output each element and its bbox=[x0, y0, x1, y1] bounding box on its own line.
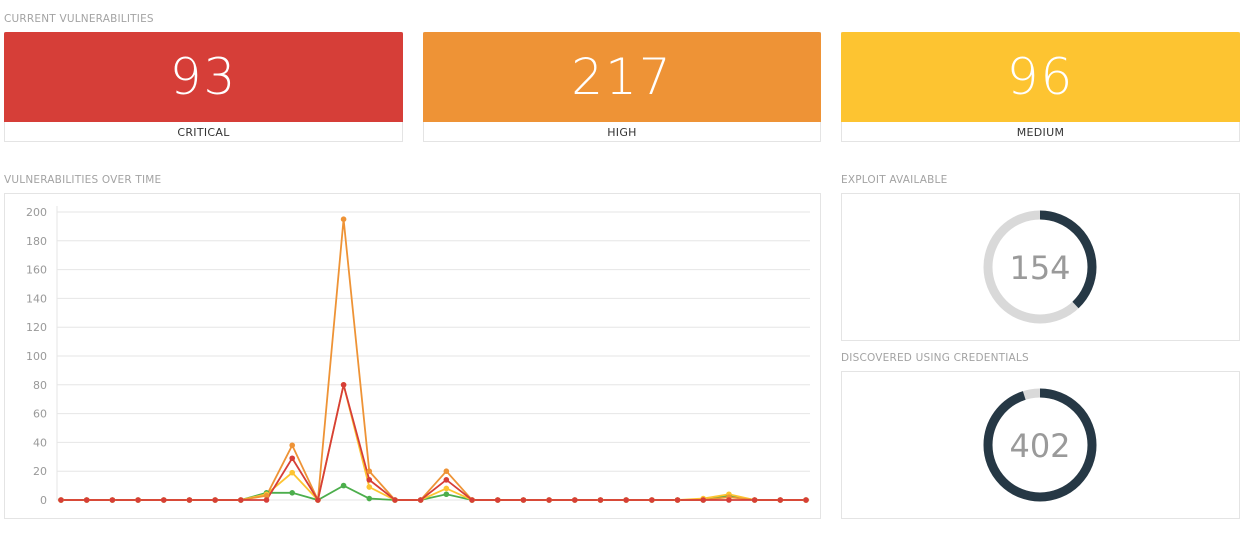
current-vulnerabilities-heading: CURRENT VULNERABILITIES bbox=[4, 13, 154, 25]
data-point[interactable] bbox=[186, 497, 193, 503]
high-count: 217 bbox=[423, 32, 821, 122]
series-line bbox=[61, 484, 806, 501]
series-line bbox=[61, 219, 806, 504]
data-point[interactable] bbox=[443, 485, 450, 492]
medium-count: 96 bbox=[841, 32, 1240, 122]
data-point[interactable] bbox=[443, 491, 450, 498]
data-point[interactable] bbox=[263, 497, 270, 503]
high-tile[interactable]: 217 HIGH bbox=[423, 32, 821, 142]
high-label: HIGH bbox=[607, 125, 637, 139]
exploit-donut-arc bbox=[983, 210, 1097, 324]
data-point[interactable] bbox=[340, 482, 347, 489]
data-point[interactable] bbox=[623, 497, 629, 503]
discovered-using-credentials-heading: DISCOVERED USING CREDENTIALS bbox=[841, 352, 1029, 364]
data-point[interactable] bbox=[443, 477, 450, 483]
data-point[interactable] bbox=[263, 492, 270, 499]
data-point[interactable] bbox=[289, 490, 296, 496]
data-point[interactable] bbox=[58, 497, 64, 503]
data-point[interactable] bbox=[135, 497, 141, 503]
data-point[interactable] bbox=[392, 497, 398, 503]
data-point[interactable] bbox=[417, 497, 424, 503]
y-tick-label: 100 bbox=[26, 350, 47, 363]
data-point[interactable] bbox=[494, 497, 501, 503]
data-point[interactable] bbox=[366, 495, 373, 502]
data-point[interactable] bbox=[238, 497, 244, 503]
data-point[interactable] bbox=[289, 442, 296, 449]
data-point[interactable] bbox=[674, 497, 681, 503]
credentials-donut-arc bbox=[983, 388, 1097, 502]
data-point[interactable] bbox=[289, 455, 296, 462]
y-tick-label: 120 bbox=[26, 321, 47, 334]
data-point[interactable] bbox=[597, 497, 604, 503]
data-point[interactable] bbox=[366, 468, 373, 475]
vulnerabilities-chart-panel: 200 180 160 140 120 100 80 60 40 20 0 bbox=[4, 193, 821, 519]
exploit-available-heading: EXPLOIT AVAILABLE bbox=[841, 174, 948, 186]
medium-label: MEDIUM bbox=[1016, 125, 1065, 139]
critical-count: 93 bbox=[4, 32, 403, 122]
vulnerabilities-over-time-heading: VULNERABILITIES OVER TIME bbox=[4, 174, 162, 186]
data-point[interactable] bbox=[571, 497, 578, 503]
medium-tile[interactable]: 96 MEDIUM bbox=[841, 32, 1240, 142]
data-point[interactable] bbox=[546, 497, 552, 503]
data-point[interactable] bbox=[109, 497, 116, 503]
data-point[interactable] bbox=[520, 497, 527, 503]
discovered-credentials-panel[interactable]: 402 bbox=[841, 371, 1240, 519]
data-point[interactable] bbox=[751, 497, 758, 503]
exploit-available-panel[interactable]: 154 bbox=[841, 193, 1240, 341]
y-tick-label: 140 bbox=[26, 292, 47, 305]
y-tick-label: 20 bbox=[33, 465, 47, 478]
critical-tile[interactable]: 93 CRITICAL bbox=[4, 32, 403, 142]
y-tick-label: 40 bbox=[33, 436, 47, 449]
data-point[interactable] bbox=[366, 484, 373, 490]
data-point[interactable] bbox=[469, 497, 475, 503]
critical-label: CRITICAL bbox=[177, 125, 230, 139]
y-tick-label: 180 bbox=[26, 235, 47, 248]
data-point[interactable] bbox=[340, 216, 347, 222]
y-tick-label: 0 bbox=[40, 494, 47, 507]
data-point[interactable] bbox=[160, 497, 167, 503]
data-point[interactable] bbox=[366, 477, 373, 483]
discovered-credentials-count: 402 bbox=[1009, 427, 1070, 465]
data-point[interactable] bbox=[289, 469, 296, 476]
data-point[interactable] bbox=[649, 497, 655, 503]
y-tick-label: 200 bbox=[26, 206, 47, 219]
data-point[interactable] bbox=[803, 497, 809, 503]
data-point[interactable] bbox=[340, 382, 347, 388]
exploit-available-count: 154 bbox=[1009, 249, 1070, 287]
data-point[interactable] bbox=[700, 497, 707, 503]
series-line bbox=[61, 384, 806, 503]
data-point[interactable] bbox=[777, 497, 784, 503]
y-tick-label: 160 bbox=[26, 264, 47, 277]
data-point[interactable] bbox=[315, 497, 321, 503]
data-point[interactable] bbox=[726, 497, 732, 503]
y-tick-label: 80 bbox=[33, 379, 47, 392]
data-point[interactable] bbox=[212, 497, 218, 503]
data-point[interactable] bbox=[443, 468, 450, 475]
y-tick-label: 60 bbox=[33, 408, 47, 421]
data-point[interactable] bbox=[83, 497, 90, 503]
